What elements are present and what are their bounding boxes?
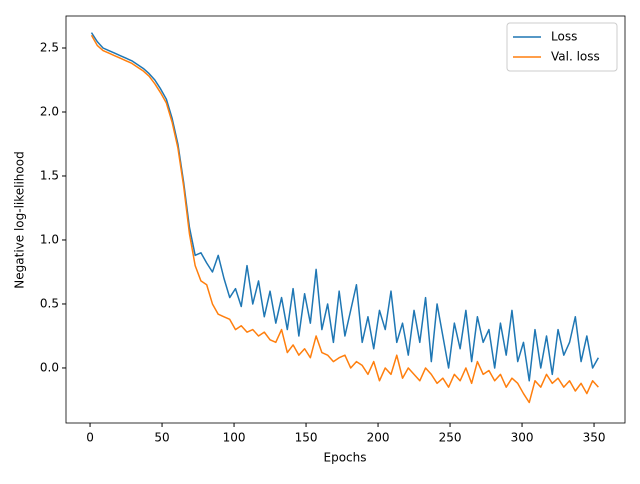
y-tick-label: 1.0: [40, 232, 59, 246]
x-tick-label: 0: [86, 431, 94, 445]
legend-label: Val. loss: [551, 50, 600, 64]
x-tick-label: 300: [511, 431, 534, 445]
series-line: [90, 34, 599, 404]
y-tick-label: 0.0: [40, 360, 59, 374]
x-tick-label: 200: [367, 431, 390, 445]
legend-box: [506, 22, 618, 72]
y-tick-label: 2.0: [40, 104, 59, 118]
y-tick-label: 2.5: [40, 40, 59, 54]
y-tick-label: 1.5: [40, 168, 59, 182]
series-line: [90, 32, 600, 382]
x-axis-label: Epochs: [324, 451, 367, 465]
plot-frame: [65, 15, 626, 424]
legend-label: Loss: [551, 30, 577, 44]
y-tick-label: 0.5: [40, 296, 59, 310]
y-axis-label: Negative log-likelihood: [13, 151, 27, 288]
x-tick-label: 150: [295, 431, 318, 445]
x-tick-label: 250: [439, 431, 462, 445]
x-tick-label: 100: [223, 431, 246, 445]
x-tick-label: 350: [583, 431, 606, 445]
x-tick-label: 50: [154, 431, 169, 445]
